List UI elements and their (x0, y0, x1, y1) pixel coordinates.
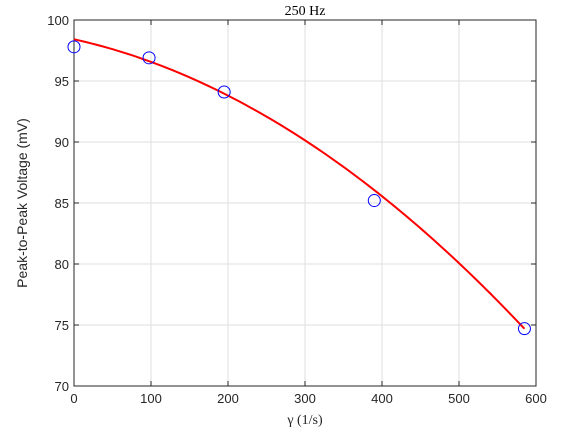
ticks: 0 100 200 300 400 500 600 70 75 80 85 90 95 100 (47, 13, 547, 406)
y-tick-label: 85 (55, 196, 69, 211)
y-axis-label: Peak-to-Peak Voltage (mV) (14, 118, 30, 288)
chart-title: 250 Hz (285, 4, 326, 19)
x-tick-label: 400 (371, 391, 393, 406)
x-tick-label: 600 (525, 391, 547, 406)
y-tick-label: 100 (47, 13, 69, 28)
data-point (67, 40, 81, 54)
fit-line (73, 38, 526, 330)
x-tick-label: 300 (294, 391, 316, 406)
y-tick-label: 70 (55, 379, 69, 394)
y-tick-label: 90 (55, 135, 69, 150)
data-point (217, 85, 231, 99)
y-tick-label: 80 (55, 257, 69, 272)
x-tick-label: 0 (70, 391, 77, 406)
x-axis-label: γ (1/s) (286, 413, 323, 428)
x-tick-label: 100 (140, 391, 162, 406)
series (67, 38, 531, 336)
x-tick-label: 500 (448, 391, 470, 406)
y-tick-label: 95 (55, 74, 69, 89)
data-point (367, 194, 381, 208)
x-tick-label: 200 (217, 391, 239, 406)
data-point (517, 322, 531, 336)
y-tick-label: 75 (55, 318, 69, 333)
data-point (142, 51, 156, 65)
